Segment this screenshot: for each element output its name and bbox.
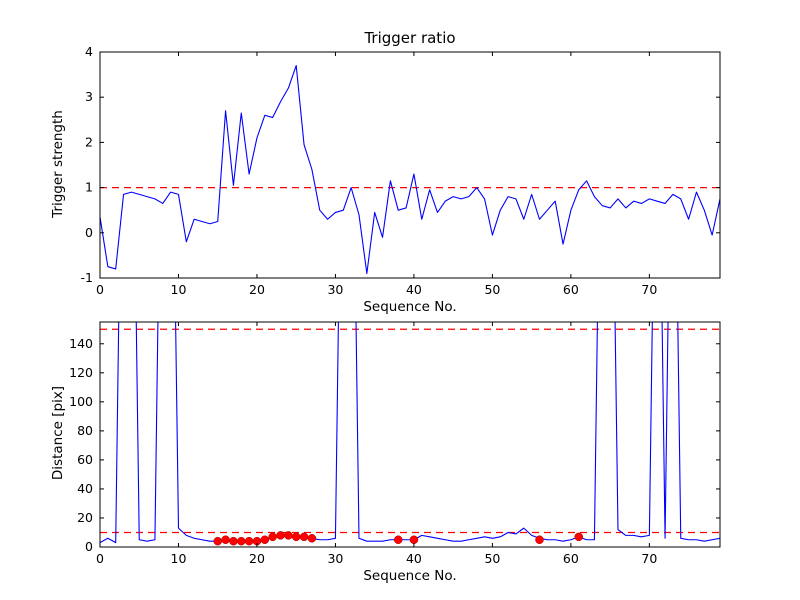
scatter-point (237, 536, 246, 546)
top-chart-title: Trigger ratio (364, 29, 456, 47)
x-tick-label: 40 (406, 282, 422, 297)
y-tick-label: 80 (77, 423, 93, 438)
x-tick-label: 50 (484, 551, 500, 566)
scatter-point (284, 531, 293, 540)
data-line (100, 65, 720, 275)
x-tick-label: 30 (327, 551, 343, 566)
y-tick-label: 100 (69, 394, 93, 409)
x-tick-label: 60 (563, 551, 579, 566)
scatter-point (307, 534, 317, 543)
scatter-point (213, 536, 222, 546)
y-tick-label: 2 (85, 134, 93, 149)
scatter-point (260, 535, 270, 544)
x-tick-label: 40 (406, 551, 422, 566)
scatter-point (409, 535, 419, 544)
x-tick-label: 10 (171, 551, 187, 566)
x-tick-label: 0 (96, 551, 104, 566)
y-tick-label: 1 (85, 180, 93, 195)
axes-frame (99, 51, 721, 279)
top-x-axis-label: Sequence No. (363, 299, 457, 315)
y-tick-label: -1 (81, 270, 93, 285)
x-tick-label: 20 (249, 551, 265, 566)
scatter-point (229, 536, 238, 546)
y-tick-label: 4 (85, 44, 93, 59)
scatter-point (276, 531, 285, 540)
scatter-point (268, 532, 277, 542)
x-tick-label: 20 (249, 282, 265, 297)
scatter-point (393, 535, 403, 544)
x-tick-label: 70 (641, 551, 657, 566)
scatter-point (244, 536, 254, 546)
y-tick-label: 3 (85, 89, 93, 104)
x-tick-label: 10 (171, 282, 187, 297)
scatter-point (535, 535, 544, 544)
top-y-axis-label: Trigger strength (50, 110, 66, 218)
bottom-x-axis-label: Sequence No. (363, 568, 457, 584)
bottom-y-axis-label: Distance [pix] (50, 385, 66, 481)
axes-frame (99, 321, 721, 548)
scatter-point (291, 532, 301, 542)
y-tick-label: 20 (77, 510, 93, 525)
y-tick-label: 40 (77, 481, 93, 496)
y-tick-label: 60 (77, 452, 93, 467)
y-tick-label: 0 (85, 539, 93, 554)
x-tick-label: 0 (96, 282, 104, 297)
scatter-point (299, 532, 309, 542)
scatter-point (221, 535, 230, 544)
x-tick-label: 70 (641, 282, 657, 297)
x-tick-label: 60 (563, 282, 579, 297)
distance-plot: 0 10 20 30 40 50 60 70 0 20 40 60 80 100 120 140 (69, 321, 721, 566)
y-tick-label: 0 (85, 225, 93, 240)
y-tick-label: 120 (69, 365, 93, 380)
scatter-point (574, 532, 583, 542)
y-tick-label: 140 (69, 336, 93, 351)
x-tick-label: 50 (484, 282, 500, 297)
x-tick-label: 30 (327, 282, 343, 297)
